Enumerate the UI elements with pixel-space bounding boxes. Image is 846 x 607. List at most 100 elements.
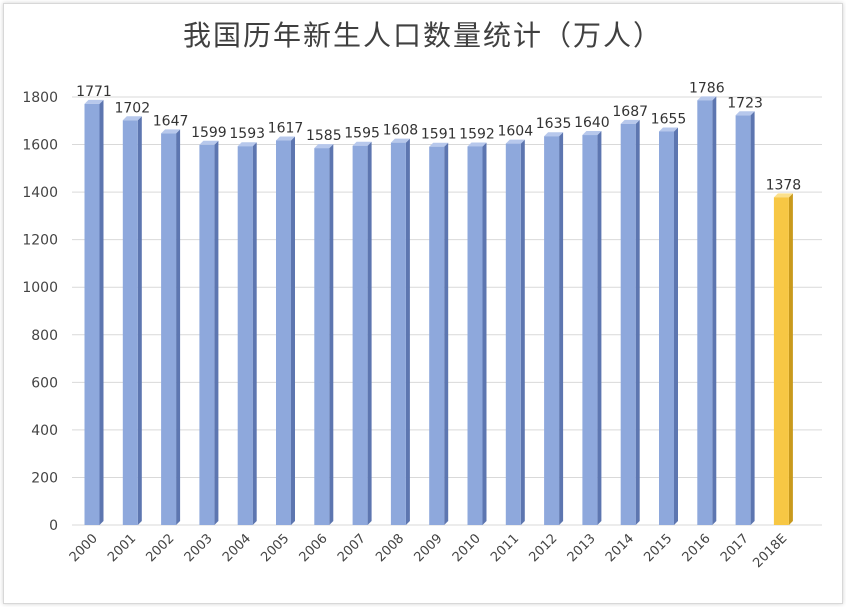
- bar: [276, 140, 291, 525]
- bar: [735, 115, 751, 525]
- bar-top: [697, 96, 717, 101]
- x-tick-label: 2011: [488, 531, 522, 565]
- data-label: 1723: [727, 95, 763, 111]
- data-label: 1647: [153, 113, 189, 129]
- data-label: 1585: [306, 128, 342, 144]
- bar-top: [199, 140, 219, 145]
- x-tick-label: 2014: [603, 531, 637, 565]
- bar-side: [444, 142, 449, 525]
- bar: [237, 146, 253, 525]
- data-label: 1786: [689, 80, 725, 96]
- bar-side: [291, 136, 295, 525]
- x-tick-label: 2015: [641, 531, 675, 565]
- data-label: 1655: [651, 111, 687, 127]
- data-label: 1640: [574, 115, 610, 131]
- bar-side: [750, 111, 755, 525]
- bar-side: [99, 99, 104, 525]
- data-label: 1617: [268, 121, 304, 137]
- x-tick-label: 2018E: [750, 531, 790, 571]
- x-tick-label: 2001: [105, 531, 139, 565]
- bar: [620, 123, 636, 525]
- data-label: 1604: [497, 124, 533, 140]
- y-tick-label: 400: [31, 423, 58, 439]
- x-tick-label: 2008: [373, 531, 407, 565]
- data-label: 1599: [191, 125, 227, 141]
- bar-top: [735, 111, 755, 116]
- bar-top: [582, 131, 602, 136]
- data-label: 1771: [76, 84, 112, 100]
- bar-side: [405, 138, 410, 526]
- y-tick-label: 0: [49, 518, 58, 534]
- data-label: 1687: [612, 104, 648, 120]
- y-tick-label: 1000: [22, 280, 58, 296]
- bar-top: [505, 139, 525, 144]
- bar-side: [674, 127, 678, 525]
- bar-top: [314, 144, 334, 149]
- bar: [582, 135, 598, 526]
- y-tick-label: 1600: [22, 138, 58, 154]
- bar-top: [544, 132, 564, 137]
- bar-top: [276, 136, 295, 141]
- bar-side: [559, 132, 564, 525]
- bar: [773, 197, 789, 525]
- bar: [314, 148, 330, 525]
- data-label: 1593: [229, 126, 265, 142]
- x-tick-label: 2000: [67, 531, 101, 565]
- bar-side: [597, 131, 602, 526]
- x-tick-label: 2002: [143, 531, 177, 565]
- bar-top: [84, 99, 104, 104]
- bar: [505, 143, 521, 526]
- x-tick-label: 2003: [182, 531, 216, 565]
- bar-top: [659, 127, 678, 132]
- data-label: 1702: [114, 100, 150, 116]
- bar-top: [122, 116, 142, 121]
- bar-top: [429, 142, 449, 147]
- bar: [467, 146, 483, 526]
- x-tick-label: 2017: [718, 531, 752, 565]
- bar-side: [712, 96, 717, 525]
- data-label: 1608: [383, 123, 419, 139]
- y-tick-label: 1200: [22, 233, 58, 249]
- bar-side: [176, 129, 181, 525]
- x-tick-label: 2004: [220, 531, 254, 565]
- bar-top: [352, 141, 372, 146]
- bar-side: [635, 119, 640, 525]
- data-label: 1591: [421, 127, 457, 143]
- bar-side: [137, 116, 142, 526]
- bar-top: [237, 142, 257, 147]
- bar: [122, 120, 138, 526]
- data-label: 1595: [344, 126, 380, 142]
- y-tick-label: 800: [31, 328, 58, 344]
- x-tick-label: 2016: [680, 531, 714, 565]
- bar-top: [390, 138, 410, 143]
- x-tick-label: 2007: [335, 531, 369, 565]
- bar-side: [788, 193, 793, 525]
- bar-side: [367, 141, 372, 525]
- bar-side: [482, 142, 487, 526]
- x-tick-label: 2010: [450, 531, 484, 565]
- x-tick-label: 2006: [297, 531, 331, 565]
- bar-side: [329, 144, 334, 525]
- bar-top: [467, 142, 487, 147]
- bar-side: [214, 140, 219, 525]
- bar: [429, 146, 445, 525]
- data-label: 1378: [766, 177, 802, 193]
- bar: [659, 131, 674, 525]
- x-tick-label: 2013: [565, 531, 599, 565]
- x-tick-label: 2009: [412, 531, 446, 565]
- y-tick-label: 1800: [22, 90, 58, 106]
- bar: [352, 145, 368, 525]
- bar-top: [161, 129, 181, 134]
- bar-top: [620, 119, 640, 124]
- bar: [390, 142, 406, 526]
- y-tick-label: 600: [31, 375, 58, 391]
- bar: [199, 144, 215, 525]
- x-tick-label: 2012: [526, 531, 560, 565]
- bar-side: [252, 142, 257, 525]
- bar: [697, 100, 713, 525]
- data-label: 1635: [536, 116, 572, 132]
- x-tick-label: 2005: [258, 531, 292, 565]
- y-tick-label: 200: [31, 470, 58, 486]
- bar-top: [773, 193, 793, 198]
